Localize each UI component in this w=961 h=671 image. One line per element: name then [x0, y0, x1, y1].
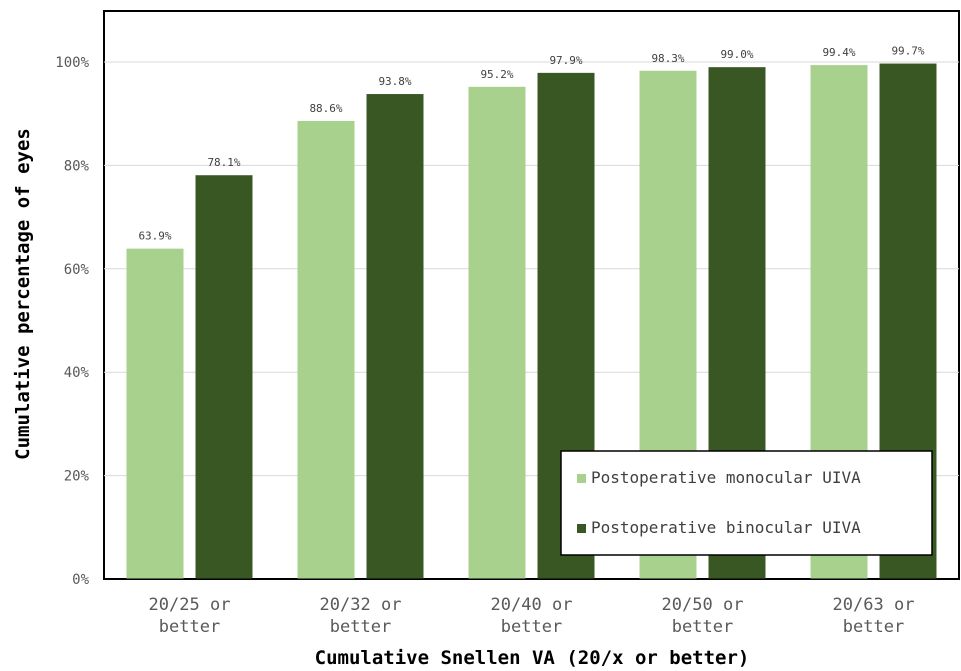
legend-swatch-binocular	[577, 524, 586, 533]
data-label: 93.8%	[378, 75, 411, 88]
y-axis-title: Cumulative percentage of eyes	[12, 128, 34, 460]
y-axis-ticks: 0% 20% 40% 60% 80% 100%	[55, 55, 89, 588]
x-category-label: 20/25 or	[149, 595, 231, 615]
x-category-label: 20/50 or	[662, 595, 744, 615]
legend-label-binocular: Postoperative binocular UIVA	[591, 518, 861, 537]
x-axis-title: Cumulative Snellen VA (20/x or better)	[315, 647, 750, 669]
data-label: 99.7%	[891, 45, 924, 58]
x-category-label: better	[159, 617, 220, 637]
x-category-label: better	[843, 617, 904, 637]
x-category-label: 20/40 or	[491, 595, 573, 615]
bar-binocular	[366, 94, 424, 579]
bar-monocular	[468, 86, 526, 579]
data-label: 98.3%	[651, 52, 684, 65]
legend-label-monocular: Postoperative monocular UIVA	[591, 468, 861, 487]
y-tick-label: 20%	[64, 469, 90, 485]
data-label: 78.1%	[207, 156, 240, 169]
bar-monocular	[297, 120, 355, 580]
bar-binocular	[195, 175, 253, 579]
legend-box	[560, 450, 933, 556]
y-tick-label: 40%	[64, 365, 90, 381]
data-label: 95.2%	[480, 68, 513, 81]
x-category-label: better	[501, 617, 562, 637]
bar-monocular	[126, 248, 184, 579]
data-label: 99.0%	[720, 48, 753, 61]
y-tick-label: 0%	[72, 572, 89, 588]
data-label: 99.4%	[822, 46, 855, 59]
legend: Postoperative monocular UIVA Postoperati…	[560, 450, 933, 556]
x-category-label: 20/63 or	[833, 595, 915, 615]
x-category-label: better	[330, 617, 391, 637]
data-label: 63.9%	[138, 230, 171, 243]
x-category-label: 20/32 or	[320, 595, 402, 615]
y-tick-label: 80%	[64, 158, 90, 174]
legend-swatch-monocular	[577, 474, 586, 483]
y-tick-label: 100%	[55, 55, 89, 71]
x-category-label: better	[672, 617, 733, 637]
data-label: 88.6%	[309, 102, 342, 115]
data-label: 97.9%	[549, 54, 582, 67]
y-tick-label: 60%	[64, 262, 90, 278]
